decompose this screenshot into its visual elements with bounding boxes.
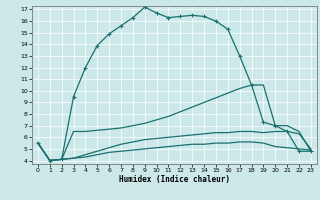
- X-axis label: Humidex (Indice chaleur): Humidex (Indice chaleur): [119, 175, 230, 184]
